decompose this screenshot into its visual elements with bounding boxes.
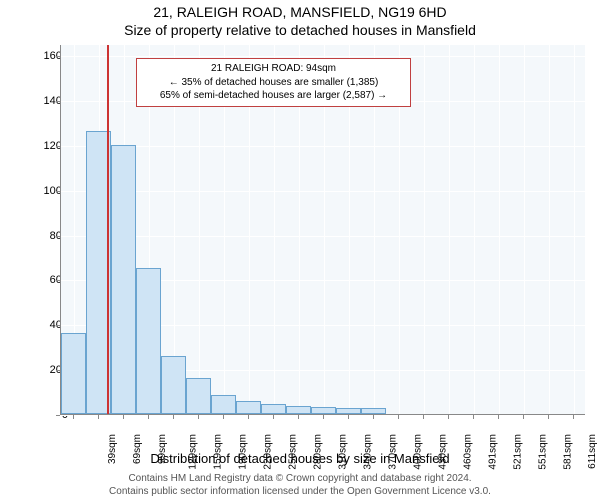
histogram-bar: [136, 268, 161, 414]
y-tick-mark: [56, 415, 60, 416]
histogram-bar: [361, 408, 386, 414]
x-axis-label: Distribution of detached houses by size …: [0, 451, 600, 466]
histogram-bar: [161, 356, 186, 414]
vgridline: [424, 45, 425, 414]
reference-line: [107, 45, 109, 414]
x-tick-mark: [573, 415, 574, 419]
x-tick-mark: [248, 415, 249, 419]
x-tick-mark: [198, 415, 199, 419]
annotation-line-3: 65% of semi-detached houses are larger (…: [143, 89, 404, 103]
vgridline: [524, 45, 525, 414]
histogram-bar: [211, 395, 236, 414]
annotation-line-2: ← 35% of detached houses are smaller (1,…: [143, 76, 404, 90]
histogram-bar: [236, 401, 261, 414]
chart-subtitle: Size of property relative to detached ho…: [0, 22, 600, 38]
annotation-line-1: 21 RALEIGH ROAD: 94sqm: [143, 62, 404, 76]
vgridline: [549, 45, 550, 414]
histogram-bar: [186, 378, 211, 414]
x-tick-mark: [98, 415, 99, 419]
x-tick-mark: [148, 415, 149, 419]
histogram-bar: [286, 406, 311, 414]
x-tick-mark: [398, 415, 399, 419]
histogram-bar: [311, 407, 336, 414]
vgridline: [474, 45, 475, 414]
x-tick-mark: [298, 415, 299, 419]
annotation-box: 21 RALEIGH ROAD: 94sqm ← 35% of detached…: [136, 58, 411, 107]
address-title: 21, RALEIGH ROAD, MANSFIELD, NG19 6HD: [0, 4, 600, 20]
footnote-line-2: Contains public sector information licen…: [109, 486, 491, 497]
vgridline: [449, 45, 450, 414]
x-tick-mark: [123, 415, 124, 419]
x-tick-mark: [373, 415, 374, 419]
x-tick-mark: [473, 415, 474, 419]
x-tick-mark: [173, 415, 174, 419]
x-tick-mark: [348, 415, 349, 419]
chart-container: 21, RALEIGH ROAD, MANSFIELD, NG19 6HD Si…: [0, 0, 600, 500]
histogram-bar: [336, 408, 361, 414]
x-tick-mark: [223, 415, 224, 419]
vgridline: [574, 45, 575, 414]
footnote: Contains HM Land Registry data © Crown c…: [10, 472, 590, 498]
x-tick-mark: [273, 415, 274, 419]
x-tick-mark: [423, 415, 424, 419]
x-tick-mark: [523, 415, 524, 419]
x-tick-mark: [548, 415, 549, 419]
footnote-line-1: Contains HM Land Registry data © Crown c…: [128, 473, 471, 484]
histogram-bar: [61, 333, 86, 414]
histogram-bar: [111, 145, 136, 414]
x-tick-mark: [448, 415, 449, 419]
plot-area: 21 RALEIGH ROAD: 94sqm ← 35% of detached…: [60, 45, 585, 415]
histogram-bar: [261, 404, 286, 414]
x-tick-mark: [73, 415, 74, 419]
x-tick-mark: [498, 415, 499, 419]
vgridline: [499, 45, 500, 414]
x-tick-mark: [323, 415, 324, 419]
